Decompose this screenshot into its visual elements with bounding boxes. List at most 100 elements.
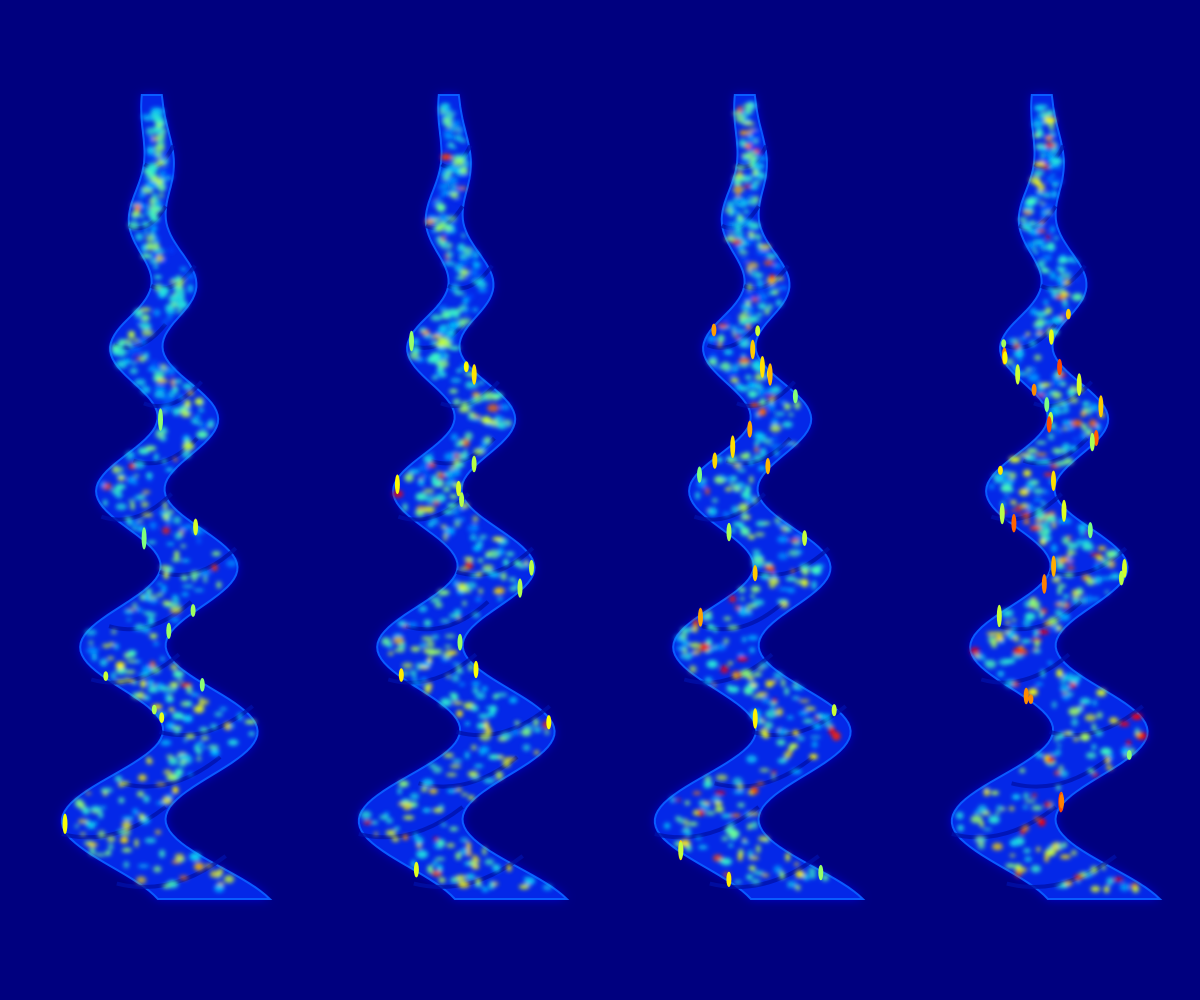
intensity-spot xyxy=(181,592,189,597)
intensity-spot xyxy=(1092,699,1098,707)
intensity-spot xyxy=(226,559,238,568)
intensity-spot xyxy=(698,844,708,850)
intensity-spot xyxy=(798,711,809,716)
intensity-spot xyxy=(144,837,157,844)
intensity-spot xyxy=(437,839,446,847)
intensity-spot xyxy=(115,679,126,684)
intensity-spot xyxy=(459,304,467,311)
intensity-spot xyxy=(150,226,156,235)
intensity-spot xyxy=(449,339,455,344)
intensity-spot xyxy=(454,134,463,142)
intensity-spot xyxy=(783,751,791,760)
intensity-spot xyxy=(750,786,759,795)
intensity-spot xyxy=(1040,267,1050,274)
intensity-spot xyxy=(467,770,479,778)
intensity-spot xyxy=(372,820,378,825)
intensity-spot xyxy=(1035,441,1047,445)
intensity-spot xyxy=(1016,866,1028,873)
intensity-spot xyxy=(769,424,782,433)
intensity-spot xyxy=(117,667,128,674)
intensity-spot xyxy=(158,510,169,515)
intensity-spot xyxy=(162,501,168,510)
intensity-spot xyxy=(431,870,443,877)
intensity-spot xyxy=(436,864,443,873)
intensity-spot xyxy=(433,199,442,203)
intensity-spot xyxy=(419,643,427,648)
edge-highlight xyxy=(1002,351,1008,365)
intensity-spot xyxy=(447,502,458,509)
intensity-spot xyxy=(1095,555,1104,561)
intensity-spot xyxy=(126,517,132,526)
intensity-spot xyxy=(1051,316,1064,325)
intensity-spot xyxy=(769,437,779,441)
edge-highlight xyxy=(1041,574,1047,594)
intensity-spot xyxy=(487,403,500,413)
intensity-spot xyxy=(1031,638,1043,642)
intensity-spot xyxy=(719,474,726,480)
edge-highlight xyxy=(1122,558,1127,578)
edge-highlight xyxy=(1087,522,1093,539)
intensity-spot xyxy=(138,672,150,677)
intensity-spot xyxy=(1035,682,1043,686)
intensity-spot xyxy=(749,153,761,158)
intensity-spot xyxy=(693,619,699,628)
intensity-spot xyxy=(776,739,786,746)
intensity-spot xyxy=(733,672,738,679)
intensity-spot xyxy=(156,254,164,262)
intensity-spot xyxy=(409,792,420,801)
intensity-spot xyxy=(116,473,127,478)
intensity-spot xyxy=(1062,674,1069,681)
intensity-spot xyxy=(1046,242,1056,251)
intensity-spot xyxy=(168,389,176,398)
intensity-spot xyxy=(707,624,714,630)
intensity-spot xyxy=(146,472,153,479)
intensity-spot xyxy=(423,506,435,514)
intensity-spot xyxy=(177,378,182,385)
intensity-spot xyxy=(388,651,394,656)
intensity-spot xyxy=(465,873,476,880)
edge-highlight xyxy=(1031,383,1037,396)
intensity-spot xyxy=(169,681,179,689)
intensity-spot xyxy=(459,847,468,856)
helix-seam xyxy=(405,600,490,632)
intensity-spot xyxy=(737,485,745,489)
intensity-spot xyxy=(1038,529,1048,537)
intensity-spot xyxy=(732,777,743,786)
intensity-spot xyxy=(440,103,451,109)
intensity-spot xyxy=(481,392,487,402)
intensity-spot xyxy=(169,247,174,254)
intensity-spot xyxy=(412,681,423,686)
intensity-spot xyxy=(1095,729,1103,737)
intensity-spot xyxy=(157,113,163,119)
intensity-spot xyxy=(1011,618,1017,622)
intensity-spot xyxy=(726,226,738,232)
intensity-spot xyxy=(1077,523,1088,532)
intensity-spot xyxy=(802,718,814,724)
intensity-spot xyxy=(463,556,473,561)
edge-highlight xyxy=(1028,694,1034,704)
edge-highlights xyxy=(996,308,1132,813)
intensity-spot xyxy=(1033,487,1044,495)
intensity-spot xyxy=(492,536,504,542)
intensity-spot xyxy=(727,231,737,237)
intensity-spot xyxy=(113,643,120,650)
intensity-spot xyxy=(124,653,136,658)
intensity-spot xyxy=(731,363,740,372)
intensity-spot xyxy=(443,752,454,758)
intensity-spot xyxy=(1020,828,1026,835)
intensity-spot xyxy=(723,616,732,621)
intensity-spot xyxy=(988,815,1000,824)
intensity-spot xyxy=(1058,732,1065,740)
intensity-spot xyxy=(184,399,191,408)
intensity-spot xyxy=(1080,410,1086,417)
intensity-spot xyxy=(796,735,805,741)
intensity-spot xyxy=(753,181,762,185)
intensity-spot xyxy=(766,253,777,259)
intensity-spot xyxy=(1023,848,1031,854)
intensity-spot xyxy=(692,791,702,795)
intensity-spot xyxy=(187,701,192,707)
intensity-spot xyxy=(89,847,96,856)
intensity-spot xyxy=(1018,217,1028,221)
intensity-spot xyxy=(786,715,794,720)
intensity-spot xyxy=(739,605,747,615)
